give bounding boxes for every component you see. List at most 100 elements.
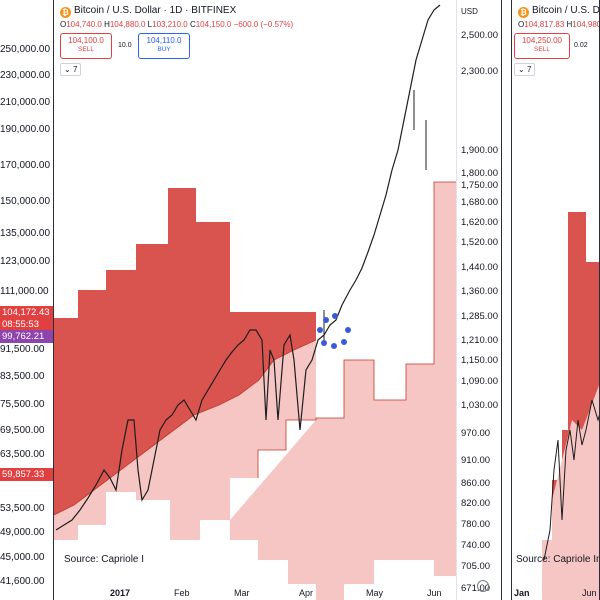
ohlc-readout: O104,740.0 H104,880.0 L103,210.0 C104,15…: [60, 20, 293, 29]
sell-button[interactable]: 104,100.0 SELL: [60, 33, 112, 59]
symbol-header[interactable]: ₿ Bitcoin / U.S. Do: [518, 5, 600, 18]
left-axis-tick: 83,500.00: [0, 371, 45, 382]
price-tick: 1,440.00: [461, 262, 498, 273]
left-axis-tick: 91,500.00: [0, 344, 45, 355]
date-tick: Jun: [582, 588, 597, 598]
right-price-axis[interactable]: USD 2,500.00 2,300.00 1,900.00 1,800.00 …: [456, 0, 501, 600]
signal-dot: [331, 343, 337, 349]
date-tick: Jan: [514, 588, 530, 598]
price-tick: 860.00: [461, 478, 491, 489]
cloud-projection-region: [230, 182, 456, 600]
sell-label: SELL: [78, 46, 94, 53]
cloud-edge-line: [257, 181, 456, 478]
sell-label: SELL: [534, 46, 550, 53]
sell-price: 104,250.00: [521, 36, 563, 45]
left-axis-tick: 135,000.00: [0, 228, 51, 239]
symbol-title[interactable]: Bitcoin / U.S. Dollar · 1D · BITFINEX: [74, 5, 237, 16]
signal-dot: [341, 339, 347, 345]
bitcoin-icon: ₿: [518, 7, 529, 18]
bitcoin-icon: ₿: [60, 7, 71, 18]
indicator-price-badge: 99,762.21: [0, 330, 53, 343]
open-value: 104,817.83: [524, 20, 565, 29]
price-tick: 2,500.00: [461, 30, 498, 41]
source-label: Source: Capriole I: [64, 554, 145, 565]
left-axis-tick: 210,000.00: [0, 97, 51, 108]
price-tick: 705.00: [461, 561, 491, 572]
open-value: 104,740.0: [66, 20, 102, 29]
indicator-count: 7: [72, 65, 78, 74]
left-axis-tick: 111,000.00: [0, 286, 49, 297]
chevron-down-icon: ⌄: [518, 65, 525, 74]
price-tick: 671.00: [461, 583, 491, 594]
price-tick: 1,030.00: [461, 400, 498, 411]
signal-dot: [317, 327, 323, 333]
symbol-title[interactable]: Bitcoin / U.S. Do: [532, 5, 600, 16]
left-axis-tick: 49,000.00: [0, 527, 45, 538]
high-value: 104,880.0: [109, 20, 146, 29]
price-tick: 1,150.00: [461, 355, 498, 366]
buy-price: 104,110.0: [146, 36, 182, 45]
left-axis-tick: 41,600.00: [0, 576, 45, 587]
cloud-price-badge: 59,857.33: [0, 468, 53, 481]
date-tick: Feb: [174, 588, 190, 598]
secondary-chart-canvas[interactable]: [512, 0, 600, 600]
price-line: [55, 4, 441, 531]
price-tick: 1,285.00: [461, 311, 498, 322]
open-label: O: [518, 20, 525, 29]
collapse-indicators-button[interactable]: ⌄ 7: [514, 63, 536, 76]
signal-dot: [345, 327, 351, 333]
high-label: H: [104, 20, 110, 29]
settings-circle-icon[interactable]: [477, 580, 489, 592]
source-label: Source: Capriole In: [516, 554, 600, 565]
main-chart-panel[interactable]: ₿ Bitcoin / U.S. Dollar · 1D · BITFINEX O…: [53, 0, 502, 600]
high-label: H: [566, 20, 573, 29]
price-tick: 820.00: [461, 498, 491, 509]
price-tick: 780.00: [461, 519, 491, 530]
price-tick: 1,680.00: [461, 197, 498, 208]
spread-value: 0.02: [574, 42, 588, 49]
buy-button[interactable]: 104,110.0 BUY: [138, 33, 190, 59]
spread-value: 10.0: [118, 42, 132, 49]
price-tick: 1,090.00: [461, 376, 498, 387]
price-chart-canvas[interactable]: [54, 0, 456, 600]
signal-dot: [332, 313, 338, 319]
left-price-axis[interactable]: 250,000.00 230,000.00 210,000.00 190,000…: [0, 0, 53, 600]
price-tick: 970.00: [461, 428, 491, 439]
change-value: −600.0 (−0.57%): [233, 20, 294, 29]
open-label: O: [60, 20, 67, 29]
low-value: 103,210.0: [152, 20, 188, 29]
price-line: [543, 399, 599, 561]
high-value: 104,980: [572, 20, 600, 29]
date-tick: Apr: [299, 588, 314, 598]
signal-dot: [321, 340, 327, 346]
left-axis-tick: 63,500.00: [0, 449, 45, 460]
left-axis-tick: 45,000.00: [0, 552, 45, 563]
left-axis-tick: 53,500.00: [0, 503, 45, 514]
cloud-light-region: [542, 385, 599, 600]
indicator-count: 7: [526, 65, 532, 74]
chevron-down-icon: ⌄: [64, 65, 71, 74]
secondary-chart-panel[interactable]: ₿ Bitcoin / U.S. Do O104,817.83 H104,980 …: [511, 0, 600, 600]
price-tick: 2,300.00: [461, 66, 498, 77]
left-axis-tick: 230,000.00: [0, 70, 51, 81]
currency-label: USD: [461, 7, 478, 16]
price-tick: 910.00: [461, 455, 491, 466]
price-tick: 1,210.00: [461, 335, 498, 346]
date-tick: Jun: [427, 588, 442, 598]
symbol-header[interactable]: ₿ Bitcoin / U.S. Dollar · 1D · BITFINEX: [60, 5, 236, 18]
price-tick: 1,520.00: [461, 237, 498, 248]
countdown-badge: 08:55:53: [0, 318, 53, 331]
cloud-dark-region: [54, 188, 316, 515]
collapse-indicators-button[interactable]: ⌄ 7: [60, 63, 82, 76]
left-axis-tick: 123,000.00: [0, 256, 51, 267]
date-tick: May: [366, 588, 384, 598]
left-axis-tick: 75,500.00: [0, 399, 45, 410]
sell-button[interactable]: 104,250.00 SELL: [514, 33, 570, 59]
price-tick: 1,800.00: [461, 168, 498, 179]
cloud-light-region: [54, 340, 316, 540]
ohlc-readout: O104,817.83 H104,980: [518, 20, 600, 29]
date-tick: 2017: [110, 588, 131, 598]
close-value: 104,150.0: [195, 20, 232, 29]
left-axis-tick: 190,000.00: [0, 124, 51, 135]
price-tick: 1,900.00: [461, 145, 498, 156]
